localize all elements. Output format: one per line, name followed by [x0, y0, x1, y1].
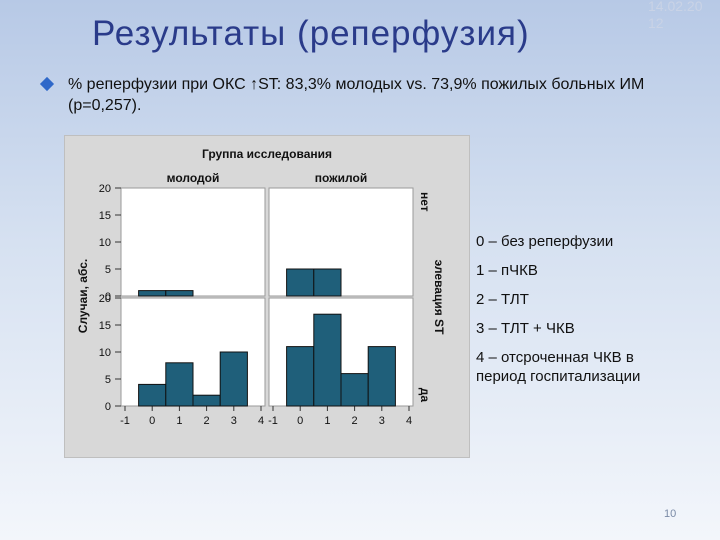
x-tick-label: 4 [258, 415, 264, 427]
y-tick-label: 20 [99, 293, 111, 305]
x-tick-label: 2 [204, 415, 210, 427]
slide-date: 14.02.20 12 [648, 0, 703, 31]
legend-item-0: 0 – без реперфузии [476, 233, 614, 250]
y-tick-label: 20 [99, 183, 111, 195]
column-label: молодой [167, 171, 220, 185]
x-tick-label: 2 [352, 415, 358, 427]
legend-item-2: 2 – ТЛТ [476, 291, 529, 308]
histogram-bar [313, 313, 342, 407]
y-tick-label: 10 [99, 347, 111, 359]
histogram-bar [165, 290, 194, 297]
y-tick-label: 5 [105, 264, 111, 276]
bullet-item: % реперфузии при ОКС ↑ST: 83,3% молодых … [39, 74, 684, 116]
legend-item-4: 4 – отсроченная ЧКВ в период госпитализа… [476, 349, 641, 385]
column-label: пожилой [315, 171, 367, 185]
histogram-bar [340, 373, 369, 407]
y-tick-label: 15 [99, 210, 111, 222]
histogram-bar [219, 351, 248, 407]
x-tick-label: 3 [231, 415, 237, 427]
y-tick-label: 10 [99, 237, 111, 249]
row-title: элевация ST [432, 260, 446, 335]
histogram-bar [138, 290, 167, 297]
y-axis-title: Случаи, абс. [76, 259, 90, 333]
x-tick-label: 1 [324, 415, 330, 427]
panel-background [120, 187, 266, 297]
histogram-bar [367, 346, 396, 407]
x-tick-label: 0 [149, 415, 155, 427]
slide-title: Результаты (реперфузия) [92, 14, 530, 53]
x-tick-label: 1 [176, 415, 182, 427]
legend-item-3: 3 – ТЛТ + ЧКВ [476, 320, 575, 337]
x-tick-label: 4 [406, 415, 412, 427]
x-tick-label: -1 [120, 415, 130, 427]
y-tick-label: 0 [105, 401, 111, 413]
x-tick-label: 0 [297, 415, 303, 427]
bullet-text: % реперфузии при ОКС ↑ST: 83,3% молодых … [68, 76, 645, 114]
x-tick-label: -1 [268, 415, 278, 427]
histogram-bar [286, 346, 315, 407]
histogram-bar [138, 383, 167, 407]
histogram-bar [313, 268, 342, 297]
histogram-bar [286, 268, 315, 297]
histogram-bar [192, 394, 221, 407]
histogram-bar [165, 362, 194, 407]
row-label: да [418, 388, 432, 403]
y-tick-label: 15 [99, 320, 111, 332]
chart-title: Группа исследования [202, 147, 332, 161]
row-label: нет [418, 192, 432, 212]
y-tick-label: 5 [105, 374, 111, 386]
histogram-figure: Группа исследования молодой пожилой 0 5 10 15 2… [64, 135, 470, 458]
bullet-diamond-icon [39, 76, 55, 92]
legend: 0 – без реперфузии 1 – пЧКВ 2 – ТЛТ 3 – … [476, 232, 676, 396]
y-tick-label: 0 [105, 291, 111, 303]
legend-item-1: 1 – пЧКВ [476, 262, 538, 279]
x-tick-label: 3 [379, 415, 385, 427]
page-number: 10 [664, 508, 677, 520]
